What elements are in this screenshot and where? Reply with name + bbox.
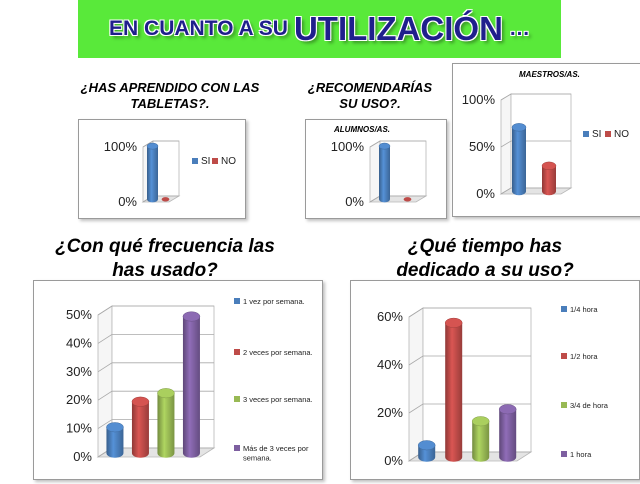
chart-panel-frecuencia: 50% 40% 30% 20% 10% 0% 1 vez por semana. 2 vece… <box>33 280 323 480</box>
gridline <box>500 140 571 148</box>
legend-label: Más de 3 veces por semana. <box>243 444 309 463</box>
legend-swatch <box>234 349 240 355</box>
y-tick-label: 10% <box>66 421 92 436</box>
title-banner: EN CUANTO A SU UTILIZACIÓN … <box>78 0 561 58</box>
chart-tablets: 100% 0% SI NO <box>104 139 236 209</box>
bar-no <box>541 161 557 196</box>
y-tick-label: 50% <box>469 139 495 154</box>
bar-no <box>403 197 412 202</box>
y-tick-label: 50% <box>66 307 92 322</box>
gridline <box>97 390 214 401</box>
bar-si <box>146 142 159 203</box>
y-tick-label: 30% <box>66 364 92 379</box>
gridline <box>408 355 531 366</box>
question-frequency: ¿Con qué frecuencia las has usado? <box>55 236 275 281</box>
bar-1-4-hora <box>417 440 436 462</box>
question-tablets: ¿HAS APRENDIDO CON LAS TABLETAS?. <box>80 80 260 112</box>
y-tick-label: 40% <box>66 335 92 350</box>
bar-1-vez-por-semana- <box>106 422 124 458</box>
bar-no <box>161 197 170 202</box>
bar-1-2-hora <box>444 317 463 462</box>
legend-label: 3/4 de hora <box>570 401 609 410</box>
legend-swatch <box>561 353 567 359</box>
gridline <box>369 140 426 148</box>
y-tick-label: 0% <box>384 453 403 468</box>
legend-label: 3 veces por semana. <box>243 395 313 404</box>
chart-title: ALUMNOS/AS. <box>333 125 390 134</box>
chart-alumnos: 100% 0% ALUMNOS/AS. <box>331 125 428 209</box>
legend-label: SI <box>201 156 210 167</box>
question-time: ¿Qué tiempo has dedicado a su uso? <box>396 236 574 281</box>
gridline <box>408 307 531 318</box>
gridline <box>97 305 214 316</box>
legend-swatch <box>583 131 589 137</box>
chart-frecuencia: 50% 40% 30% 20% 10% 0% 1 vez por semana. 2 vece… <box>66 297 313 464</box>
legend-swatch <box>212 158 218 164</box>
gridline <box>408 403 531 414</box>
y-tick-label: 0% <box>345 194 364 209</box>
legend-swatch <box>234 445 240 451</box>
legend-swatch <box>192 158 198 164</box>
legend-label: 1 hora <box>570 450 592 459</box>
chart-side-wall <box>408 307 424 462</box>
legend-swatch <box>234 396 240 402</box>
legend-swatch <box>561 402 567 408</box>
legend-label: 1 vez por semana. <box>243 297 305 306</box>
gridline <box>142 140 179 148</box>
chart-tiempo: 60% 40% 20% 0% 1/4 hora 1/2 hora 3/4 de hora 1 … <box>377 305 609 468</box>
gridline <box>97 419 214 429</box>
legend-label: 1/2 hora <box>570 352 598 361</box>
legend-label: SI <box>592 129 601 140</box>
legend-label: NO <box>614 129 629 140</box>
chart-panel-alumnos: 100% 0% ALUMNOS/AS. <box>305 119 447 219</box>
legend-swatch <box>561 451 567 457</box>
banner-text-part2: UTILIZACIÓN <box>293 10 503 47</box>
bar-1-hora <box>498 404 517 462</box>
bar-3-veces-por-semana- <box>157 388 175 458</box>
chart-panel-tablets: 100% 0% SI NO <box>78 119 246 219</box>
chart-maestros: 100% 50% 0% MAESTROS/AS. SI NO <box>462 70 629 201</box>
y-tick-label: 60% <box>377 309 403 324</box>
y-tick-label: 0% <box>73 449 92 464</box>
question-recommend: ¿RECOMENDARÍAS SU USO?. <box>307 80 433 112</box>
legend-label: NO <box>221 156 236 167</box>
y-tick-label: 100% <box>331 139 365 154</box>
legend-swatch <box>605 131 611 137</box>
y-tick-label: 20% <box>377 405 403 420</box>
gridline <box>500 93 571 101</box>
legend-label: 1/4 hora <box>570 305 598 314</box>
y-tick-label: 0% <box>118 194 137 209</box>
bar-2-veces-por-semana- <box>131 396 150 458</box>
gridline <box>97 334 214 344</box>
chart-side-wall <box>369 140 381 203</box>
y-tick-label: 0% <box>476 186 495 201</box>
bar-3-4-de-hora <box>471 416 490 462</box>
y-tick-label: 100% <box>104 139 138 154</box>
banner-text-part1: EN CUANTO A SU <box>109 17 288 40</box>
chart-panel-maestros: 100% 50% 0% MAESTROS/AS. SI NO <box>452 63 640 217</box>
legend-swatch <box>561 306 567 312</box>
chart-floor <box>499 187 573 195</box>
bar-m-s-de-3-veces-por-semana- <box>182 311 201 458</box>
y-tick-label: 100% <box>462 92 496 107</box>
legend-label: 2 veces por semana. <box>243 348 313 357</box>
chart-panel-tiempo: 60% 40% 20% 0% 1/4 hora 1/2 hora 3/4 de hora 1 … <box>350 280 640 480</box>
bar-si <box>378 142 391 203</box>
gridline <box>97 362 214 373</box>
legend-swatch <box>234 298 240 304</box>
y-tick-label: 20% <box>66 392 92 407</box>
bar-si <box>511 123 527 196</box>
y-tick-label: 40% <box>377 357 403 372</box>
banner-text-part3: … <box>508 17 530 40</box>
chart-title: MAESTROS/AS. <box>519 70 580 79</box>
